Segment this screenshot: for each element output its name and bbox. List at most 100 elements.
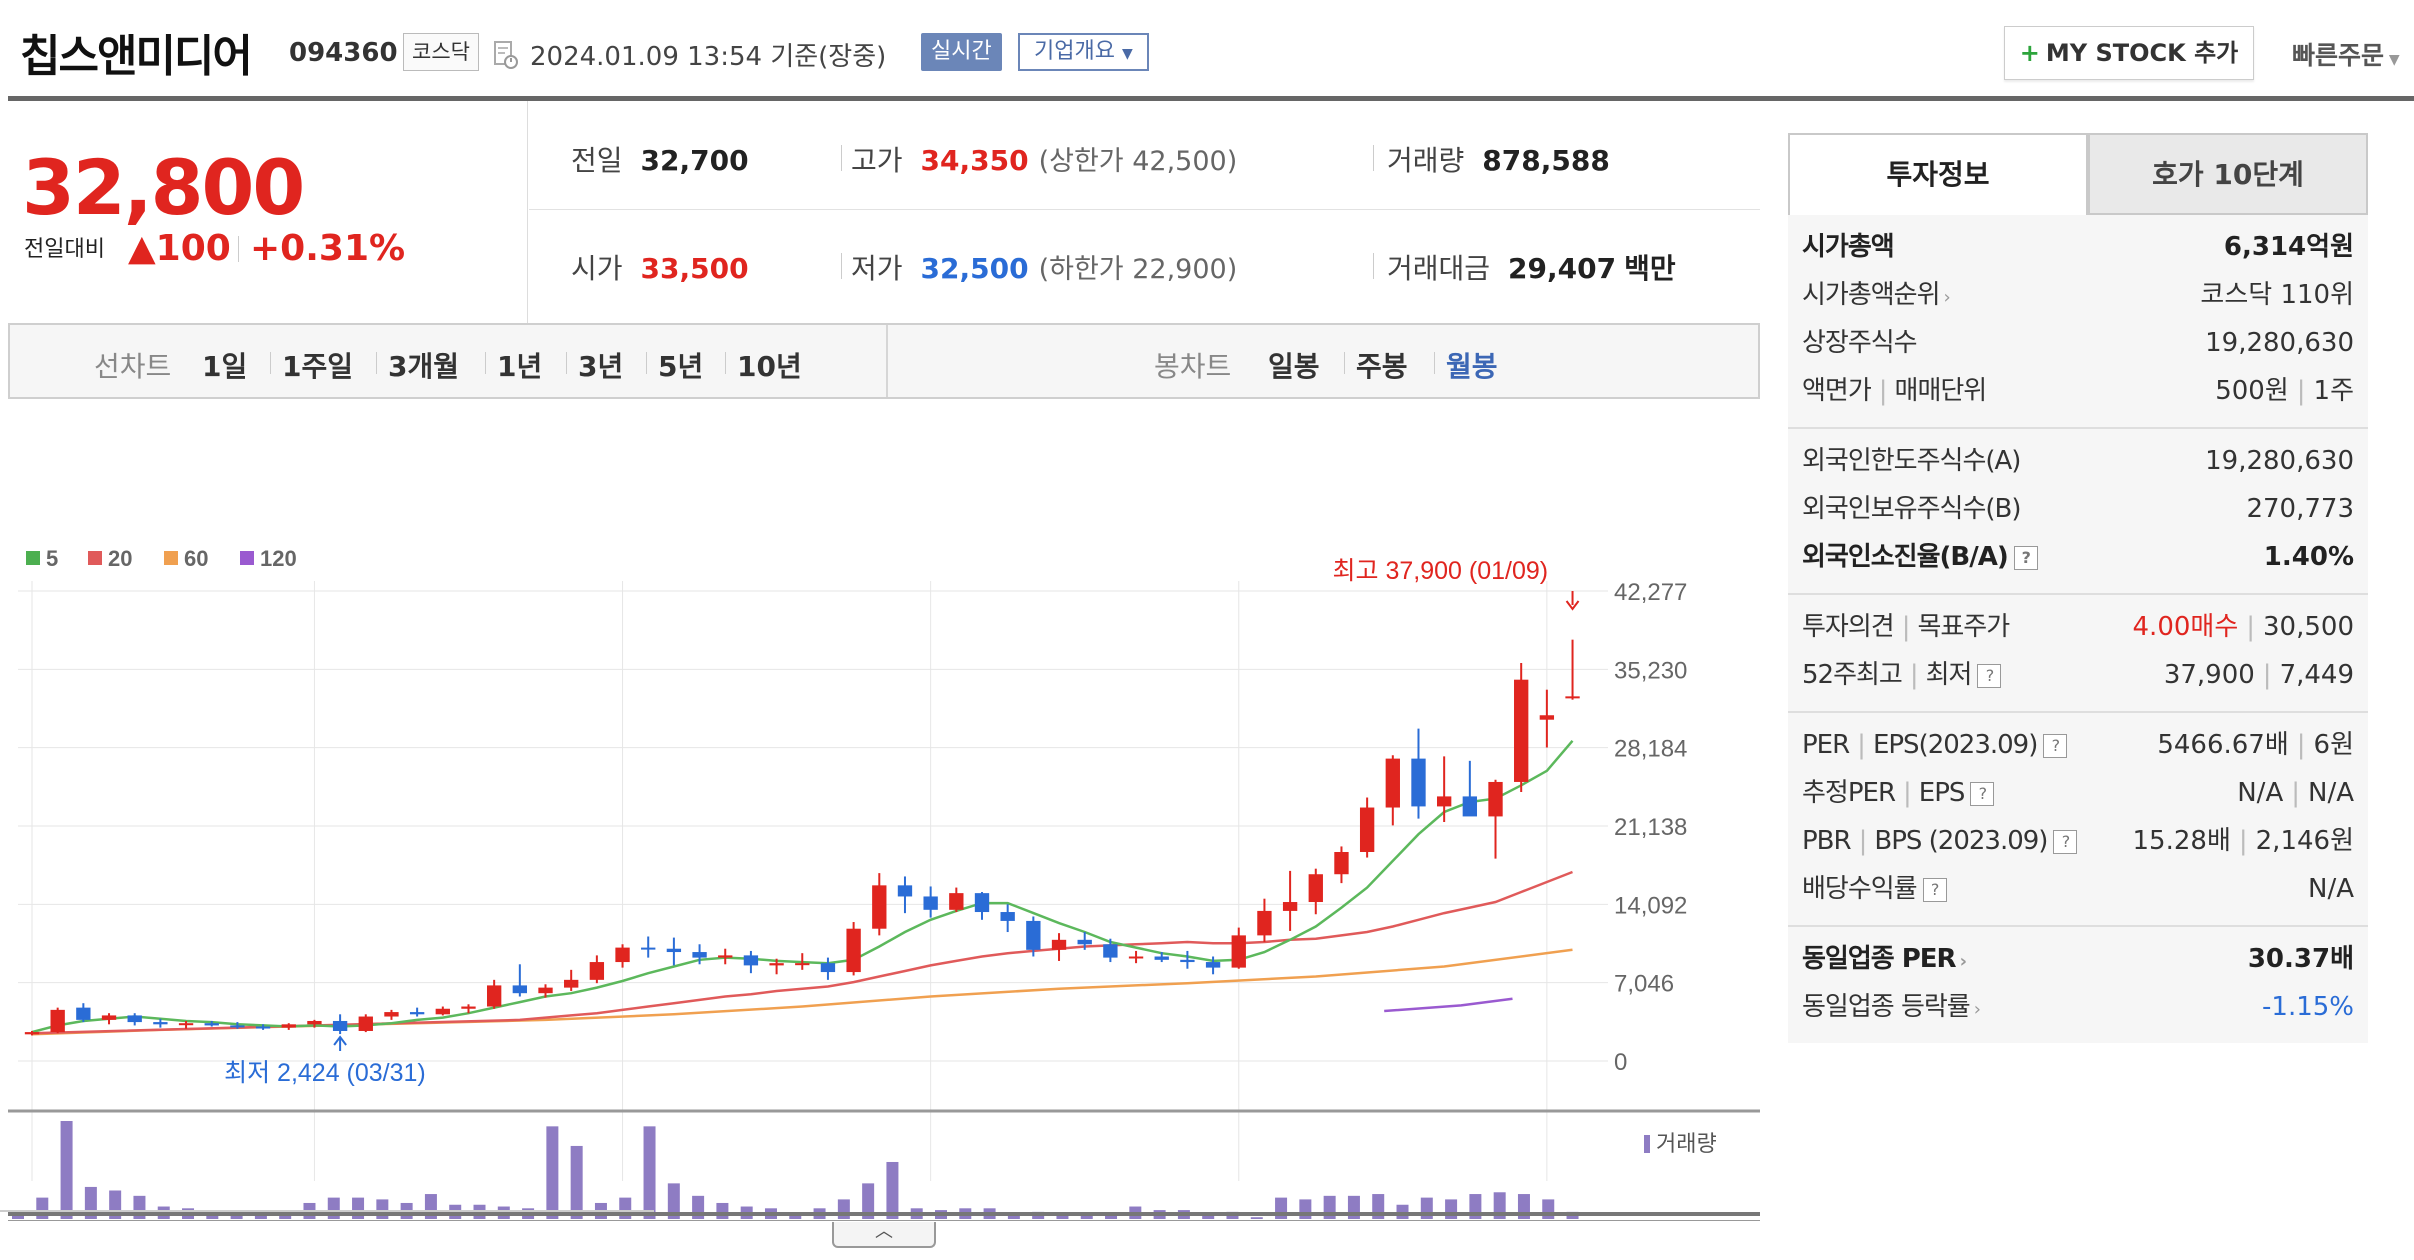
- range-4[interactable]: 3년: [578, 350, 624, 383]
- info-row: 52주최고 | 최저? 37,900 | 7,449: [1802, 651, 2354, 699]
- realtime-button[interactable]: 실시간: [921, 33, 1002, 71]
- info-value: 6,314억원: [2223, 232, 2354, 262]
- candle-period-2[interactable]: 월봉: [1446, 350, 1498, 383]
- candle-body: [1231, 935, 1246, 968]
- volume-bar: [570, 1145, 583, 1219]
- help-icon[interactable]: ?: [1970, 782, 1995, 806]
- high-arrow-head: [1565, 600, 1580, 611]
- candle-body: [1334, 851, 1349, 875]
- range-5[interactable]: 5년: [658, 350, 704, 383]
- tab-order-book[interactable]: 호가 10단계: [2088, 133, 2368, 215]
- y-tick-label: 35,230: [1614, 657, 1687, 684]
- info-value: N/A | N/A: [2237, 778, 2354, 808]
- info-value: 37,900 | 7,449: [2163, 660, 2354, 690]
- collapse-chart-button[interactable]: ︿: [832, 1222, 936, 1248]
- info-label: 투자의견 | 목표주가: [1802, 612, 2010, 642]
- info-label: 외국인소진율(B/A)?: [1802, 533, 2038, 581]
- divider: |: [1903, 778, 1912, 808]
- legend-label: 5: [46, 546, 58, 571]
- price-chart[interactable]: 42,27735,23028,18421,13814,0927,04602019…: [8, 401, 1760, 1221]
- info-value: -1.15%: [2262, 992, 2354, 1022]
- candle-body: [24, 1032, 40, 1035]
- chevron-right-icon: ›: [1943, 287, 1951, 308]
- volume-bar: [1250, 1217, 1263, 1219]
- quick-order-button[interactable]: 빠른주문 ▼: [2292, 36, 2400, 72]
- info-row: 시가총액순위 › 코스닥 110위: [1802, 271, 2354, 319]
- help-icon[interactable]: ?: [2043, 734, 2068, 758]
- add-my-stock-button[interactable]: + MY STOCK 추가: [2004, 26, 2254, 80]
- info-label: PBR | BPS (2023.09)?: [1802, 817, 2078, 865]
- stat-trade-amount: 거래대금 29,407 백만: [1387, 252, 1676, 285]
- candle-body: [101, 1015, 117, 1020]
- info-value: N/A: [2308, 874, 2354, 904]
- candle-body: [1077, 939, 1092, 945]
- candle-body: [795, 963, 810, 966]
- candle-body: [153, 1022, 168, 1025]
- stat-high: 고가 34,350 (상한가 42,500): [851, 144, 1238, 177]
- info-row: 외국인소진율(B/A)? 1.40%: [1802, 533, 2354, 581]
- divider: |: [1858, 826, 1868, 856]
- info-value: 4.00매수 | 30,500: [2132, 612, 2354, 642]
- divider: [376, 352, 377, 374]
- candle-body: [1180, 959, 1195, 963]
- company-overview-button[interactable]: 기업개요 ▼: [1018, 33, 1149, 71]
- divider: |: [1901, 612, 1911, 642]
- volume-bar: [886, 1161, 899, 1219]
- candle-body: [641, 947, 656, 950]
- candle-body: [50, 1009, 65, 1033]
- range-0[interactable]: 1일: [202, 350, 248, 383]
- info-label: 외국인보유주식수(B): [1802, 494, 2021, 524]
- volume-bar: [667, 1183, 680, 1219]
- candle-body: [409, 1012, 425, 1015]
- info-label[interactable]: 동일업종 등락률 ›: [1802, 992, 1981, 1022]
- volume-bar: [1080, 1213, 1093, 1219]
- candle-body: [512, 985, 528, 994]
- candle-body: [230, 1025, 245, 1028]
- info-label: PER | EPS(2023.09)?: [1802, 721, 2068, 769]
- candle-body: [461, 1006, 476, 1009]
- candlestick-chart[interactable]: 42,27735,23028,18421,13814,0927,04602019…: [8, 401, 1760, 1221]
- info-value: 19,280,630: [2205, 446, 2354, 476]
- high-annotation: 최고 37,900 (01/09): [1333, 557, 1549, 585]
- candle-body: [384, 1012, 399, 1017]
- candle-body: [281, 1024, 296, 1028]
- candle-body: [332, 1020, 348, 1031]
- candle-body: [743, 955, 759, 966]
- candle-body: [1205, 962, 1221, 968]
- info-label: 액면가 | 매매단위: [1802, 376, 1987, 406]
- info-group-4: PER | EPS(2023.09)? 5466.67배 | 6원 추정PER | EPS? N/…: [1788, 713, 2368, 927]
- info-value: 5466.67배 | 6원: [2157, 730, 2354, 760]
- range-1[interactable]: 1주일: [282, 350, 354, 383]
- quick-order-label: 빠른주문: [2292, 41, 2385, 70]
- info-value: 30.37배: [2247, 944, 2354, 974]
- candle-period-0[interactable]: 일봉: [1268, 350, 1320, 383]
- tab-investment-info[interactable]: 투자정보: [1788, 133, 2088, 215]
- info-row: 외국인보유주식수(B) 270,773: [1802, 485, 2354, 533]
- candle-chart-label: 봉차트: [1154, 350, 1232, 383]
- info-label: 시가총액: [1802, 232, 1895, 262]
- info-row: 배당수익률? N/A: [1802, 865, 2354, 913]
- range-6[interactable]: 10년: [737, 350, 802, 383]
- help-icon[interactable]: ?: [2013, 546, 2038, 570]
- add-my-stock-label: MY STOCK 추가: [2045, 39, 2239, 67]
- legend-label: 120: [260, 546, 297, 571]
- range-2[interactable]: 3개월: [388, 350, 460, 383]
- change-amount: ▲100: [128, 228, 231, 269]
- info-label[interactable]: 시가총액순위 ›: [1802, 280, 1951, 310]
- volume-bar: [60, 1121, 73, 1219]
- candle-body: [255, 1026, 271, 1029]
- info-label[interactable]: 동일업종 PER ›: [1802, 944, 1967, 974]
- help-icon[interactable]: ?: [2053, 830, 2078, 854]
- low-annotation: 최저 2,424 (03/31): [224, 1059, 426, 1087]
- candle-body: [615, 947, 630, 963]
- help-icon[interactable]: ?: [1977, 664, 2002, 688]
- info-row: 투자의견 | 목표주가 4.00매수 | 30,500: [1802, 603, 2354, 651]
- candle-period-1[interactable]: 주봉: [1356, 350, 1408, 383]
- range-3[interactable]: 1년: [497, 350, 543, 383]
- divider: |: [1857, 730, 1866, 760]
- y-tick-label: 42,277: [1614, 579, 1687, 606]
- help-icon[interactable]: ?: [1922, 878, 1947, 902]
- info-row: 상장주식수 19,280,630: [1802, 319, 2354, 367]
- volume-bar: [1299, 1199, 1312, 1219]
- divider: [8, 1212, 1760, 1216]
